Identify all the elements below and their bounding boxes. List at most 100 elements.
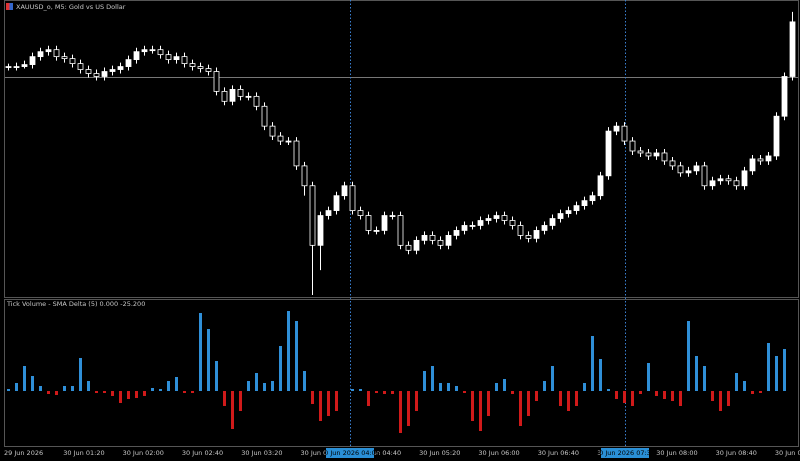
volume-delta-bar (311, 391, 314, 404)
volume-delta-bar (87, 381, 90, 391)
candle-body (397, 215, 404, 246)
volume-delta-bar (503, 379, 506, 391)
volume-delta-bar (479, 391, 482, 431)
volume-delta-bar (79, 358, 82, 391)
candle-body (509, 220, 516, 226)
volume-delta-bar (103, 391, 106, 393)
volume-delta-bar (359, 389, 362, 391)
volume-delta-bar (455, 386, 458, 391)
candle-body (733, 180, 740, 187)
candle-body (629, 140, 636, 152)
candle-body (317, 215, 324, 246)
time-label: 30 Jun 08:00 (656, 449, 697, 457)
volume-delta-bar (431, 366, 434, 391)
volume-delta-bar (735, 373, 738, 391)
candle-body (157, 49, 164, 56)
volume-delta-bar (607, 389, 610, 391)
candle-body (229, 89, 236, 102)
volume-delta-bar (151, 388, 154, 391)
candle-body (221, 90, 228, 102)
volume-delta-bar (63, 386, 66, 391)
symbol-icon (6, 3, 10, 10)
volume-delta-bar (399, 391, 402, 433)
candle-body (621, 125, 628, 142)
volume-delta-bar (471, 391, 474, 421)
time-label: 30 Jun 08:40 (716, 449, 757, 457)
candle-body (437, 239, 444, 246)
volume-delta-bar (415, 391, 418, 411)
volume-delta-bar (687, 321, 690, 391)
candle-body (701, 165, 708, 187)
candle-body (469, 225, 476, 227)
volume-delta-bar (207, 329, 210, 391)
volume-delta-bar (423, 371, 426, 391)
volume-delta-bar (231, 391, 234, 429)
candle-body (93, 73, 100, 77)
volume-delta-bar (215, 361, 218, 391)
volume-delta-bar (583, 383, 586, 391)
volume-delta-bar (719, 391, 722, 411)
candle-body (261, 105, 268, 127)
volume-delta-bar (495, 383, 498, 391)
symbol-icon (9, 3, 13, 10)
volume-delta-bar (367, 391, 370, 406)
candle-body (549, 218, 556, 226)
candle-body (749, 158, 756, 172)
volume-delta-bar (743, 381, 746, 391)
volume-delta-bar (439, 383, 442, 391)
volume-delta-bar (199, 313, 202, 391)
candle-body (245, 95, 252, 98)
candle-body (373, 230, 380, 232)
volume-delta-bar (183, 391, 186, 393)
volume-delta-bar (511, 391, 514, 394)
candle-body (357, 210, 364, 216)
candle-body (29, 56, 36, 65)
volume-delta-bar (7, 389, 10, 391)
candle-body (61, 56, 68, 60)
volume-delta-bar (39, 386, 42, 391)
candle-body (237, 89, 244, 97)
volume-delta-bar (239, 391, 242, 411)
candle-body (517, 225, 524, 236)
volume-delta-bar (375, 391, 378, 393)
volume-delta-bar (591, 336, 594, 391)
candle-body (77, 63, 84, 70)
volume-delta-bar (727, 391, 730, 406)
volume-delta-bar (55, 391, 58, 395)
candle-body (45, 49, 52, 53)
candle-body (389, 215, 396, 217)
candle-body (485, 218, 492, 221)
volume-delta-bar (543, 381, 546, 391)
volume-delta-bar (615, 391, 618, 399)
crosshair-time-box (601, 448, 649, 458)
volume-delta-bar (71, 386, 74, 391)
candle-body (37, 51, 44, 58)
candle-body (269, 125, 276, 137)
volume-delta-bar (559, 391, 562, 406)
time-label: 29 Jun 2026 (4, 449, 43, 457)
volume-delta-bar (655, 391, 658, 396)
candle-body (341, 185, 348, 197)
volume-delta-bar (159, 389, 162, 391)
volume-delta-bar (111, 391, 114, 396)
time-label: 30 Jun 05:20 (419, 449, 460, 457)
candle-body (765, 155, 772, 162)
volume-delta-bar (95, 391, 98, 393)
candle-body (309, 185, 316, 246)
candle-body (669, 160, 676, 167)
volume-delta-bar (127, 391, 130, 399)
candle-body (325, 210, 332, 216)
candle-body (69, 58, 76, 64)
candle-body (693, 165, 700, 172)
time-label: 30 Jun 02:40 (182, 449, 223, 457)
volume-delta-bar (327, 391, 330, 416)
chart-title: XAUUSD_o, M5: Gold vs US Dollar (16, 3, 126, 11)
time-label: 30 Jun 09:20 (775, 449, 800, 457)
candle-body (381, 215, 388, 231)
candle-body (653, 152, 660, 157)
candle-body (573, 205, 580, 211)
candle-body (709, 180, 716, 187)
candle-body (453, 230, 460, 236)
candle-body (597, 175, 604, 197)
indicator-panel-frame (4, 299, 799, 447)
